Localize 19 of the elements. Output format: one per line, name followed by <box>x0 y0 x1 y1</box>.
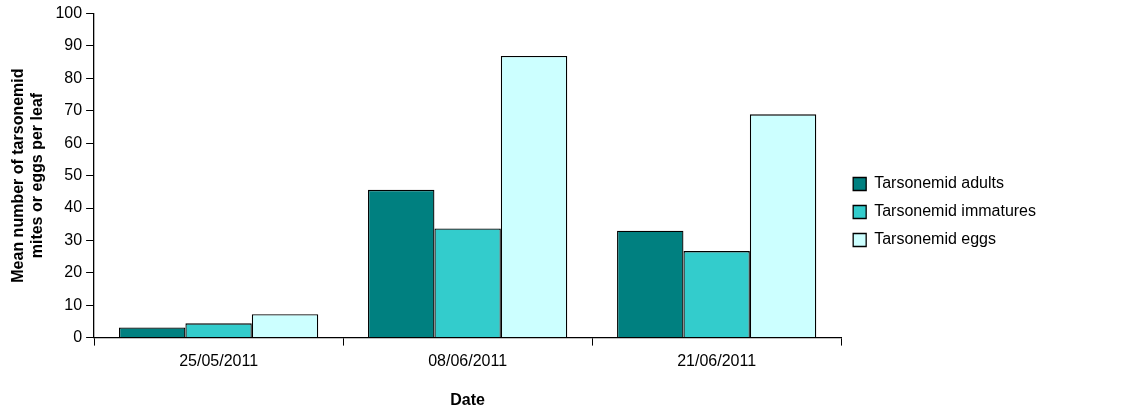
y-tick-label: 80 <box>64 68 83 86</box>
x-tick-label: 21/06/2011 <box>677 351 757 369</box>
legend-label: Tarsonemid eggs <box>874 230 997 248</box>
y-tick-label: 70 <box>64 101 83 119</box>
y-tick-label: 30 <box>64 230 83 248</box>
y-tick-label: 60 <box>64 133 83 151</box>
legend-label: Tarsonemid adults <box>874 174 1005 192</box>
y-tick-label: 20 <box>64 263 83 281</box>
y-tick-label: 100 <box>55 4 83 22</box>
legend-label: Tarsonemid immatures <box>874 202 1036 220</box>
y-tick-label: 50 <box>64 166 83 184</box>
x-tick-label: 25/05/2011 <box>179 351 259 369</box>
y-axis-title: Mean number of tarsonemid mites or eggs per leaf <box>9 68 46 283</box>
y-tick-label: 0 <box>73 328 83 346</box>
x-axis-title: Date <box>450 390 486 408</box>
y-tick-label: 90 <box>64 36 83 54</box>
y-tick-label: 40 <box>64 198 83 216</box>
y-tick-label: 10 <box>64 295 83 313</box>
x-tick-label: 08/06/2011 <box>428 351 508 369</box>
